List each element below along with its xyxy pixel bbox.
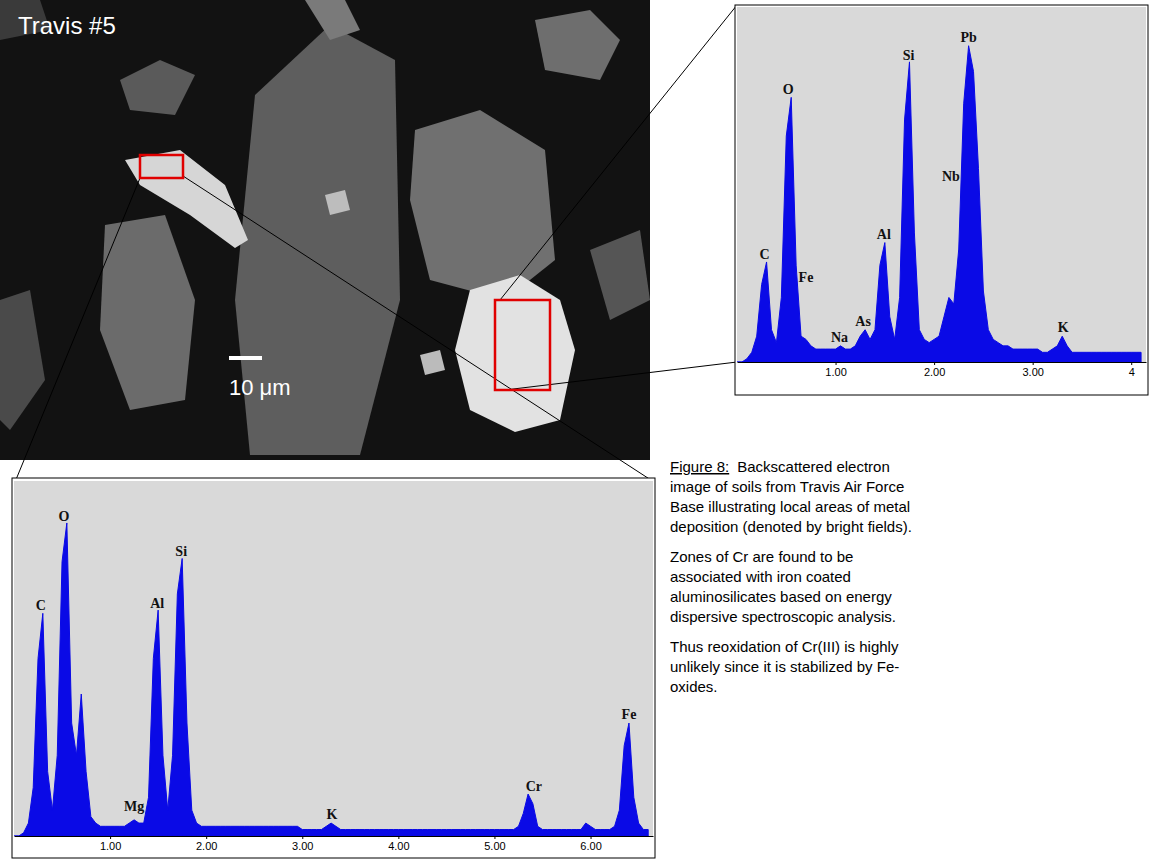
x-tick: 2.00 [196, 836, 217, 852]
image-background [0, 0, 650, 460]
caption-line: deposition (denoted by bright fields). [670, 518, 912, 535]
peak-label: Pb [960, 30, 977, 45]
x-tick-label: 4 [1129, 366, 1135, 378]
highlight-box [495, 300, 550, 390]
particle [420, 350, 445, 375]
particle [100, 215, 195, 410]
particle [455, 275, 575, 432]
x-tick-label: 1.00 [825, 366, 846, 378]
x-tick-mark [1131, 362, 1132, 365]
peak-label: Al [877, 227, 891, 242]
x-tick-label: 3.00 [1022, 366, 1043, 378]
caption-line: dispersive spectroscopic analysis. [670, 608, 896, 625]
peak-label: C [760, 247, 770, 262]
x-tick: 1.00 [100, 836, 121, 852]
x-tick-label: 4.00 [388, 840, 409, 852]
plot-background [737, 7, 1146, 362]
peak-label: Al [150, 596, 164, 611]
particle [410, 110, 555, 300]
x-tick-mark [1033, 362, 1034, 365]
figure: Travis #5 10 μm 1.00 2.00 3.00 4 C O Fe Na As Al Si N… [0, 0, 1151, 861]
x-tick: 4 [1129, 362, 1135, 378]
caption-line: associated with iron coated [670, 568, 851, 585]
spectrum-panel: 1.00 2.00 3.00 4.00 5.00 6.00 C O Mg Al Si K Cr Fe [12, 478, 655, 858]
particle [590, 230, 650, 320]
connector-line [15, 178, 140, 482]
x-tick: 1.00 [825, 362, 846, 378]
x-axis: 1.00 2.00 3.00 4 [738, 362, 1147, 378]
particle [0, 290, 45, 430]
peak-label: Fe [622, 707, 637, 722]
caption-line: Zones of Cr are found to be [670, 548, 853, 565]
peak-label: O [783, 82, 794, 97]
peak-label: K [1058, 320, 1069, 335]
panel-frame [12, 478, 655, 858]
plot-area [14, 523, 648, 836]
particle [125, 150, 248, 248]
peak-label: Fe [799, 270, 814, 285]
peak-label: Nb [942, 169, 960, 184]
caption-line: unlikely since it is stabilized by Fe- [670, 658, 899, 675]
caption-line: Thus reoxidation of Cr(III) is highly [670, 638, 899, 655]
x-tick-mark [591, 836, 592, 839]
x-tick: 3.00 [292, 836, 313, 852]
spectrum-area [14, 523, 648, 836]
spectrum-panel: 1.00 2.00 3.00 4 C O Fe Na As Al Si Nb Pb K [735, 5, 1148, 395]
sem-image: Travis #5 10 μm [0, 0, 650, 460]
caption-line: aluminosilicates based on energy [670, 588, 892, 605]
spectrum-area [737, 46, 1141, 362]
x-tick-label: 5.00 [484, 840, 505, 852]
connector-line [505, 362, 737, 390]
highlight-box [140, 155, 183, 178]
x-tick-mark [934, 362, 935, 365]
x-tick-label: 2.00 [196, 840, 217, 852]
plot-area [737, 46, 1141, 362]
particle [325, 190, 350, 215]
x-tick-label: 6.00 [580, 840, 601, 852]
peak-label: Cr [526, 779, 542, 794]
x-axis: 1.00 2.00 3.00 4.00 5.00 6.00 [15, 836, 654, 852]
x-tick-label: 3.00 [292, 840, 313, 852]
caption-line: oxides. [670, 678, 718, 695]
image-label: Travis #5 [18, 12, 116, 39]
caption-label: Figure 8: [670, 458, 729, 475]
peak-label: O [59, 509, 70, 524]
x-tick: 4.00 [388, 836, 409, 852]
x-tick: 5.00 [484, 836, 505, 852]
peak-label: K [327, 807, 338, 822]
x-tick-mark [494, 836, 495, 839]
x-tick-label: 2.00 [924, 366, 945, 378]
connector-line [500, 5, 737, 300]
x-tick-mark [398, 836, 399, 839]
panel-frame [735, 5, 1148, 395]
peak-label: As [855, 314, 871, 329]
particle [535, 10, 620, 80]
peak-label: Na [831, 330, 848, 345]
peak-label: Si [175, 544, 187, 559]
connector-line [183, 176, 654, 482]
x-tick-mark [206, 836, 207, 839]
particle [305, 0, 360, 40]
x-tick: 2.00 [924, 362, 945, 378]
particle [120, 60, 195, 115]
x-axis-line [738, 362, 1147, 363]
x-tick-mark [110, 836, 111, 839]
x-tick-mark [836, 362, 837, 365]
scale-bar-label: 10 μm [229, 375, 291, 400]
scale-bar [229, 356, 262, 360]
peak-label: C [36, 598, 46, 613]
peak-label: Si [903, 48, 915, 63]
caption: Figure 8: Backscattered electron image of … [670, 458, 912, 695]
x-tick: 3.00 [1022, 362, 1043, 378]
caption-line: image of soils from Travis Air Force [670, 478, 904, 495]
peak-label: Mg [124, 799, 144, 814]
x-tick: 6.00 [580, 836, 601, 852]
plot-background [14, 481, 653, 836]
x-tick-label: 1.00 [100, 840, 121, 852]
x-tick-mark [302, 836, 303, 839]
caption-line: Base illustrating local areas of metal [670, 498, 910, 515]
caption-line: Backscattered electron [737, 458, 890, 475]
